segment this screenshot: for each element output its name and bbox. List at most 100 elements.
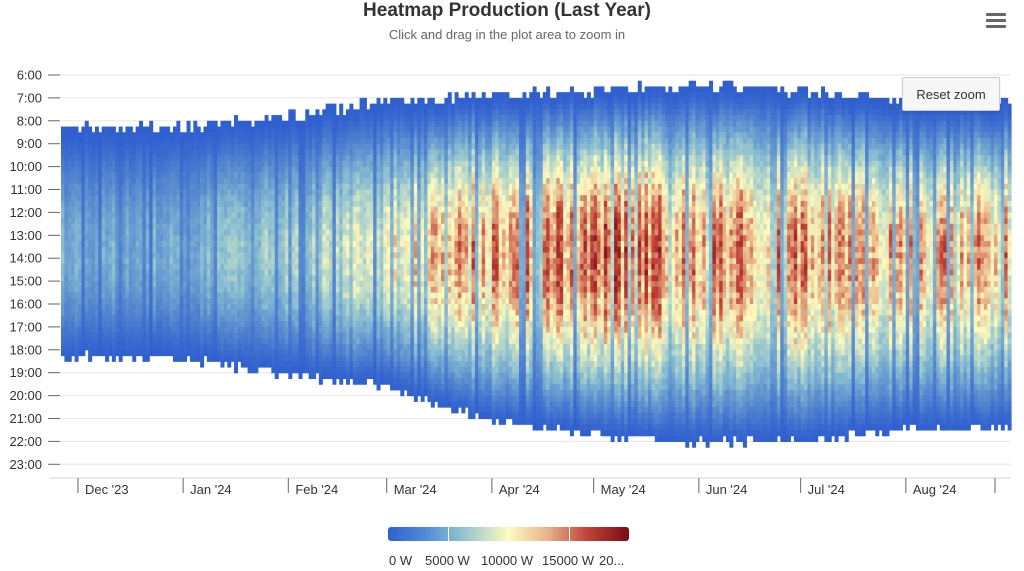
- heatmap-cell: [142, 178, 147, 185]
- heatmap-cell: [237, 246, 242, 254]
- heatmap-cell: [125, 275, 130, 282]
- heatmap-cell: [200, 200, 205, 208]
- heatmap-cell: [98, 137, 103, 145]
- heatmap-cell: [278, 137, 283, 145]
- hamburger-menu-icon[interactable]: [982, 8, 1010, 34]
- heatmap-cell: [176, 229, 181, 236]
- heatmap-cell: [325, 361, 330, 368]
- heatmap-cell: [434, 292, 439, 299]
- heatmap-cell: [291, 206, 296, 213]
- heatmap-cell: [291, 263, 296, 271]
- heatmap-cell: [94, 349, 99, 357]
- heatmap-cell: [193, 120, 198, 128]
- heatmap-cell: [386, 378, 391, 385]
- heatmap-cell: [81, 189, 86, 196]
- heatmap-cell: [373, 218, 378, 225]
- heatmap-cell: [396, 178, 401, 185]
- heatmap-cell: [291, 298, 296, 305]
- heatmap-cell: [172, 241, 177, 248]
- heatmap-cell: [315, 355, 320, 362]
- heatmap-cell: [349, 120, 354, 128]
- heatmap-cell: [135, 149, 140, 156]
- heatmap-cell: [196, 166, 201, 173]
- heatmap-cell: [315, 309, 320, 317]
- heatmap-cell: [373, 269, 378, 276]
- heatmap-cell: [234, 269, 239, 276]
- heatmap-cell: [91, 137, 96, 145]
- heatmap-cell: [396, 218, 401, 225]
- heatmap-plot-area[interactable]: 6:007:008:009:0010:0011:0012:0013:0014:0…: [0, 0, 1024, 520]
- heatmap-cell: [362, 298, 367, 305]
- heatmap-cell: [67, 126, 72, 133]
- heatmap-cell: [183, 258, 188, 265]
- heatmap-cell: [420, 309, 425, 317]
- heatmap-cell: [145, 298, 150, 305]
- heatmap-cell: [149, 212, 154, 219]
- heatmap-cell: [251, 355, 255, 362]
- heatmap-cell: [84, 195, 89, 202]
- heatmap-cell: [234, 338, 239, 345]
- heatmap-cell: [261, 206, 266, 213]
- heatmap-cell: [108, 241, 113, 248]
- heatmap-cell: [67, 326, 72, 334]
- heatmap-cell: [71, 292, 76, 299]
- heatmap-cell: [74, 132, 79, 139]
- heatmap-cell: [186, 183, 191, 191]
- heatmap-cell: [200, 252, 205, 259]
- heatmap-cell: [267, 344, 272, 351]
- heatmap-cell: [373, 304, 378, 311]
- heatmap-cell: [278, 172, 283, 179]
- heatmap-cell: [247, 160, 252, 168]
- heatmap-cell: [301, 286, 306, 294]
- heatmap-cell: [125, 246, 130, 254]
- heatmap-cell: [206, 309, 211, 317]
- heatmap-cell: [362, 355, 367, 362]
- heatmap-cell: [162, 172, 167, 179]
- heatmap-cell: [179, 218, 184, 225]
- heatmap-cell: [101, 344, 106, 351]
- heatmap-cell: [64, 349, 69, 357]
- heatmap-cell: [88, 321, 93, 328]
- heatmap-cell: [81, 321, 86, 328]
- heatmap-cell: [261, 286, 266, 294]
- heatmap-cell: [196, 355, 201, 362]
- heatmap-cell: [410, 229, 415, 236]
- heatmap-cell: [240, 349, 245, 357]
- heatmap-cell: [315, 366, 320, 374]
- heatmap-cell: [193, 304, 198, 311]
- heatmap-cell: [71, 349, 76, 357]
- heatmap-cell: [237, 172, 242, 179]
- heatmap-cell: [373, 372, 378, 380]
- heatmap-cell: [77, 206, 82, 213]
- heatmap-cell: [183, 286, 188, 294]
- heatmap-cell: [373, 263, 378, 271]
- heatmap-cell: [247, 338, 252, 345]
- heatmap-cell: [210, 263, 215, 271]
- heatmap-cell: [396, 235, 401, 242]
- heatmap-cell: [278, 160, 283, 168]
- heatmap-cell: [122, 338, 127, 345]
- heatmap-cell: [105, 332, 110, 339]
- heatmap-cell: [237, 252, 242, 259]
- heatmap-cell: [105, 263, 110, 271]
- heatmap-cell: [132, 246, 137, 254]
- heatmap-cell: [98, 149, 103, 156]
- heatmap-cell: [325, 349, 330, 357]
- heatmap-cell: [81, 298, 86, 305]
- heatmap-cell: [183, 246, 188, 254]
- y-tick-label: 13:00: [9, 228, 42, 243]
- heatmap-cell: [176, 166, 181, 173]
- heatmap-cell: [217, 338, 222, 345]
- heatmap-cell: [251, 344, 255, 351]
- heatmap-cell: [210, 292, 215, 299]
- heatmap-cell: [244, 149, 249, 156]
- heatmap-cell: [420, 349, 425, 357]
- heatmap-cell: [74, 292, 79, 299]
- heatmap-cell: [227, 218, 232, 225]
- heatmap-cell: [291, 315, 296, 322]
- heatmap-cell: [301, 166, 306, 173]
- heatmap-cell: [213, 252, 218, 259]
- heatmap-cell: [74, 166, 79, 173]
- heatmap-cell: [220, 218, 225, 225]
- heatmap-cell: [61, 178, 65, 185]
